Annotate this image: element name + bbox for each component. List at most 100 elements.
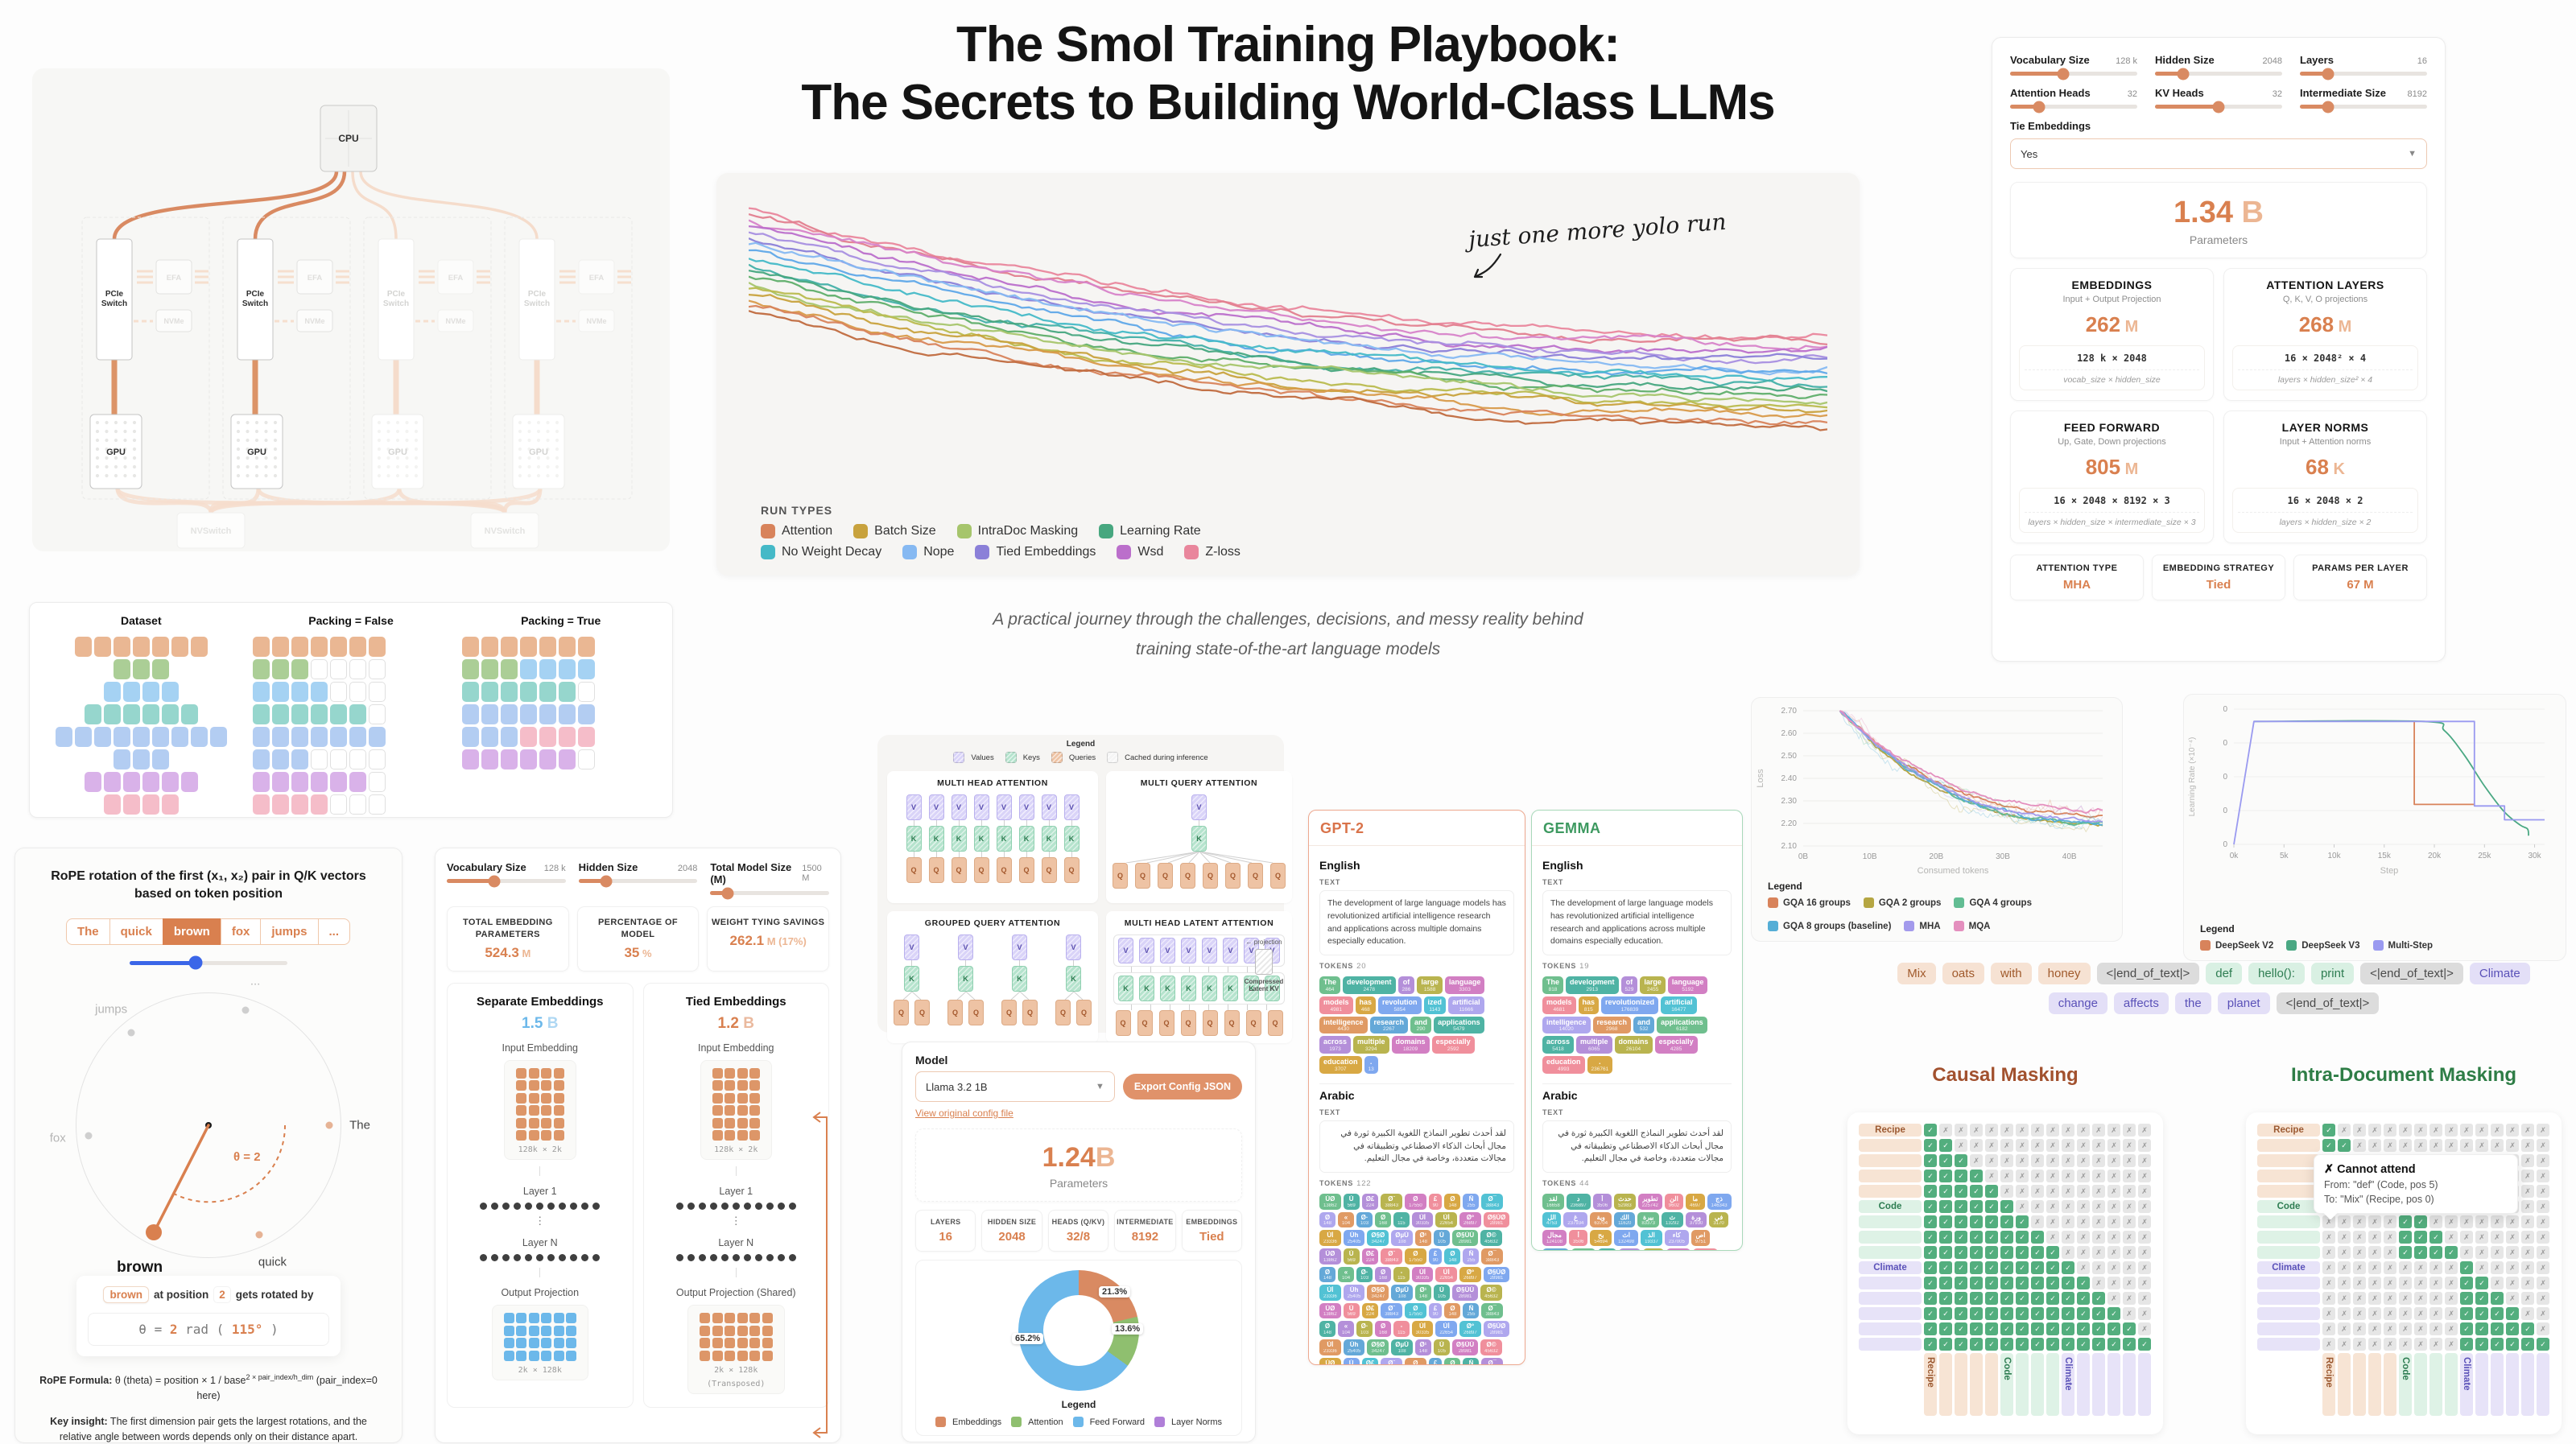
mask-cell[interactable]: ✗ bbox=[2107, 1154, 2120, 1167]
mask-cell[interactable]: ✗ bbox=[2353, 1231, 2366, 1244]
mask-cell[interactable]: ✗ bbox=[2016, 1170, 2029, 1182]
calc-slider-5-slider[interactable] bbox=[2300, 101, 2427, 113]
mask-cell[interactable]: ✗ bbox=[2031, 1139, 2044, 1152]
mask-cell[interactable]: ✓ bbox=[1939, 1200, 1952, 1213]
mask-cell[interactable]: ✗ bbox=[2138, 1292, 2151, 1305]
mask-cell[interactable]: ✗ bbox=[2353, 1246, 2366, 1259]
mask-cell[interactable]: ✗ bbox=[2384, 1231, 2396, 1244]
mask-cell[interactable]: ✗ bbox=[2092, 1200, 2105, 1213]
mask-cell[interactable]: ✗ bbox=[2429, 1124, 2442, 1137]
mask-cell[interactable]: ✗ bbox=[2399, 1277, 2412, 1289]
mask-cell[interactable]: ✓ bbox=[1955, 1215, 1967, 1228]
mask-cell[interactable]: ✗ bbox=[2506, 1124, 2519, 1137]
mask-cell[interactable]: ✗ bbox=[2506, 1215, 2519, 1228]
mask-cell[interactable]: ✗ bbox=[2537, 1170, 2549, 1182]
mask-cell[interactable]: ✓ bbox=[2414, 1231, 2427, 1244]
mask-cell[interactable]: ✗ bbox=[2322, 1277, 2335, 1289]
calc-slider-5-knob[interactable] bbox=[2322, 101, 2334, 113]
mask-cell[interactable]: ✗ bbox=[2384, 1307, 2396, 1320]
mask-cell[interactable]: ✗ bbox=[2491, 1277, 2504, 1289]
mask-cell[interactable]: ✓ bbox=[2475, 1307, 2488, 1320]
mask-cell[interactable]: ✓ bbox=[1985, 1338, 1998, 1351]
mask-cell[interactable]: ✓ bbox=[2046, 1322, 2059, 1335]
mask-cell[interactable]: ✗ bbox=[2031, 1170, 2044, 1182]
mask-cell[interactable]: ✗ bbox=[2046, 1139, 2059, 1152]
mask-cell[interactable]: ✗ bbox=[2491, 1139, 2504, 1152]
mask-cell[interactable]: ✓ bbox=[1970, 1246, 1983, 1259]
mask-cell[interactable]: ✗ bbox=[2031, 1185, 2044, 1198]
mask-cell[interactable]: ✗ bbox=[2092, 1124, 2105, 1137]
mask-cell[interactable]: ✓ bbox=[2123, 1338, 2136, 1351]
mask-cell[interactable]: ✓ bbox=[2031, 1261, 2044, 1274]
mask-cell[interactable]: ✓ bbox=[2000, 1277, 2013, 1289]
mask-cell[interactable]: ✓ bbox=[2046, 1292, 2059, 1305]
mask-cell[interactable]: ✗ bbox=[2031, 1200, 2044, 1213]
mask-cell[interactable]: ✗ bbox=[2077, 1200, 2090, 1213]
mask-cell[interactable]: ✗ bbox=[2092, 1246, 2105, 1259]
mask-cell[interactable]: ✗ bbox=[2521, 1261, 2534, 1274]
mask-cell[interactable]: ✓ bbox=[1955, 1170, 1967, 1182]
mask-cell[interactable]: ✗ bbox=[2107, 1139, 2120, 1152]
mask-cell[interactable]: ✓ bbox=[1970, 1322, 1983, 1335]
mask-cell[interactable]: ✓ bbox=[2077, 1292, 2090, 1305]
mask-cell[interactable]: ✓ bbox=[2062, 1338, 2074, 1351]
mask-cell[interactable]: ✗ bbox=[1970, 1139, 1983, 1152]
mask-cell[interactable]: ✗ bbox=[2062, 1124, 2074, 1137]
mask-cell[interactable]: ✓ bbox=[1955, 1338, 1967, 1351]
mask-cell[interactable]: ✓ bbox=[2460, 1277, 2473, 1289]
mask-cell[interactable]: ✓ bbox=[2000, 1246, 2013, 1259]
mask-cell[interactable]: ✗ bbox=[2138, 1307, 2151, 1320]
mask-cell[interactable]: ✓ bbox=[2429, 1231, 2442, 1244]
mask-cell[interactable]: ✗ bbox=[2353, 1277, 2366, 1289]
mask-cell[interactable]: ✗ bbox=[2368, 1215, 2381, 1228]
mask-cell[interactable]: ✓ bbox=[1939, 1154, 1952, 1167]
mask-cell[interactable]: ✓ bbox=[2000, 1200, 2013, 1213]
mask-cell[interactable]: ✓ bbox=[2016, 1231, 2029, 1244]
mask-cell[interactable]: ✓ bbox=[1985, 1215, 1998, 1228]
mask-cell[interactable]: ✓ bbox=[2460, 1307, 2473, 1320]
mask-cell[interactable]: ✓ bbox=[2031, 1292, 2044, 1305]
mask-cell[interactable]: ✓ bbox=[2092, 1338, 2105, 1351]
mask-cell[interactable]: ✓ bbox=[1955, 1185, 1967, 1198]
mask-cell[interactable]: ✗ bbox=[2138, 1170, 2151, 1182]
mask-cell[interactable]: ✓ bbox=[1939, 1139, 1952, 1152]
mask-cell[interactable]: ✗ bbox=[2445, 1338, 2458, 1351]
mask-cell[interactable]: ✗ bbox=[2521, 1246, 2534, 1259]
mask-cell[interactable]: ✓ bbox=[1970, 1307, 1983, 1320]
mask-cell[interactable]: ✓ bbox=[2399, 1231, 2412, 1244]
mask-cell[interactable]: ✗ bbox=[2107, 1231, 2120, 1244]
mask-cell[interactable]: ✗ bbox=[2031, 1154, 2044, 1167]
mask-cell[interactable]: ✗ bbox=[2338, 1307, 2351, 1320]
embed-slider-2-slider[interactable] bbox=[710, 887, 829, 899]
mask-cell[interactable]: ✗ bbox=[2092, 1277, 2105, 1289]
mask-cell[interactable]: ✗ bbox=[2123, 1292, 2136, 1305]
mask-cell[interactable]: ✗ bbox=[2429, 1215, 2442, 1228]
mask-cell[interactable]: ✗ bbox=[2384, 1261, 2396, 1274]
mask-cell[interactable]: ✗ bbox=[2399, 1292, 2412, 1305]
mask-cell[interactable]: ✗ bbox=[2031, 1215, 2044, 1228]
mask-cell[interactable]: ✓ bbox=[2000, 1292, 2013, 1305]
mask-cell[interactable]: ✗ bbox=[2368, 1277, 2381, 1289]
rope-token-quick[interactable]: quick bbox=[109, 918, 163, 945]
mask-cell[interactable]: ✗ bbox=[2353, 1124, 2366, 1137]
mask-cell[interactable]: ✗ bbox=[2077, 1261, 2090, 1274]
mask-cell[interactable]: ✗ bbox=[1985, 1139, 1998, 1152]
mask-cell[interactable]: ✗ bbox=[2475, 1231, 2488, 1244]
mask-cell[interactable]: ✗ bbox=[2475, 1139, 2488, 1152]
mask-cell[interactable]: ✓ bbox=[1970, 1261, 1983, 1274]
mask-cell[interactable]: ✓ bbox=[2000, 1338, 2013, 1351]
view-config-link[interactable]: View original config file bbox=[915, 1108, 1013, 1119]
mask-cell[interactable]: ✗ bbox=[2077, 1185, 2090, 1198]
mask-cell[interactable]: ✗ bbox=[2092, 1261, 2105, 1274]
mask-cell[interactable]: ✓ bbox=[1985, 1231, 1998, 1244]
mask-cell[interactable]: ✓ bbox=[1985, 1261, 1998, 1274]
mask-cell[interactable]: ✓ bbox=[1970, 1231, 1983, 1244]
mask-cell[interactable]: ✓ bbox=[2062, 1261, 2074, 1274]
mask-cell[interactable]: ✗ bbox=[2092, 1215, 2105, 1228]
mask-cell[interactable]: ✓ bbox=[2016, 1246, 2029, 1259]
mask-cell[interactable]: ✓ bbox=[1985, 1200, 1998, 1213]
mask-cell[interactable]: ✗ bbox=[2475, 1215, 2488, 1228]
mask-cell[interactable]: ✗ bbox=[2107, 1215, 2120, 1228]
mask-cell[interactable]: ✗ bbox=[2368, 1292, 2381, 1305]
mask-cell[interactable]: ✗ bbox=[2506, 1292, 2519, 1305]
